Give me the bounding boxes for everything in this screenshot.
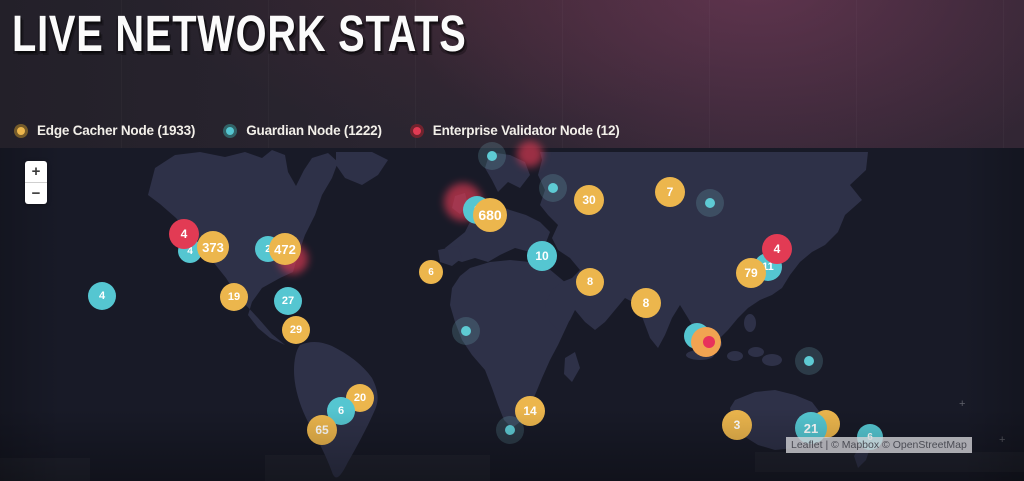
zoom-in-button[interactable]: +: [25, 161, 47, 183]
edge-cacher-cluster-marker[interactable]: 7: [655, 177, 685, 207]
guardian-node-marker[interactable]: [705, 198, 715, 208]
world-map[interactable]: 1680307443732472419272961088206651411794…: [0, 141, 1024, 481]
guardian-node-marker[interactable]: [487, 151, 497, 161]
map-zoom-control: + −: [25, 161, 47, 204]
edge-cacher-cluster-marker[interactable]: 30: [574, 185, 604, 215]
marker-layer: 1680307443732472419272961088206651411794…: [0, 141, 1024, 481]
edge-cacher-cluster-marker[interactable]: 29: [282, 316, 310, 344]
validator-cluster-marker[interactable]: 4: [762, 234, 792, 264]
validator-node-glow: [517, 141, 543, 167]
guardian-node-marker[interactable]: [505, 425, 515, 435]
attribution-separator: ©: [879, 439, 893, 451]
guardian-cluster-marker[interactable]: 4: [88, 282, 116, 310]
background-gridlines: [0, 0, 1024, 152]
validator-node-marker[interactable]: [703, 336, 715, 348]
map-legend: Edge Cacher Node (1933) Guardian Node (1…: [14, 123, 620, 138]
guardian-cluster-marker[interactable]: 10: [527, 241, 557, 271]
edge-cacher-cluster-marker[interactable]: 472: [269, 233, 301, 265]
leaflet-link[interactable]: Leaflet: [791, 439, 823, 451]
legend-item-guardian: Guardian Node (1222): [223, 123, 382, 138]
zoom-out-button[interactable]: −: [31, 185, 41, 202]
guardian-cluster-marker[interactable]: 27: [274, 287, 302, 315]
page-title: LIVE NETWORK STATS: [12, 5, 467, 62]
legend-item-edge-cacher: Edge Cacher Node (1933): [14, 123, 195, 138]
attribution-separator: | ©: [822, 439, 842, 451]
guardian-dot-icon: [223, 123, 238, 138]
edge-cacher-cluster-marker[interactable]: 19: [220, 283, 248, 311]
edge-cacher-cluster-marker[interactable]: 373: [197, 231, 229, 263]
guardian-node-marker[interactable]: [548, 183, 558, 193]
world-map-landmass: [148, 150, 870, 478]
edge-cacher-cluster-marker[interactable]: 6: [419, 260, 443, 284]
edge-cacher-cluster-marker[interactable]: 79: [736, 258, 766, 288]
edge-cacher-cluster-marker[interactable]: 14: [515, 396, 545, 426]
header-banner: LIVE NETWORK STATS: [0, 0, 1024, 152]
edge-cacher-cluster-marker[interactable]: 65: [307, 415, 337, 445]
mapbox-link[interactable]: Mapbox: [841, 439, 880, 451]
map-attribution: Leaflet | © Mapbox © OpenStreetMap: [786, 437, 972, 453]
legend-item-enterprise-validator: Enterprise Validator Node (12): [409, 123, 620, 138]
edge-cacher-dot-icon: [14, 123, 28, 138]
guardian-node-marker[interactable]: [461, 326, 471, 336]
edge-cacher-cluster-marker[interactable]: 8: [631, 288, 661, 318]
legend-label: Guardian Node (1222): [246, 123, 382, 138]
edge-cacher-cluster-marker[interactable]: 3: [722, 410, 752, 440]
guardian-node-marker[interactable]: [804, 356, 814, 366]
validator-cluster-marker[interactable]: 4: [169, 219, 199, 249]
legend-label: Edge Cacher Node (1933): [37, 123, 196, 138]
validator-dot-icon: [409, 123, 424, 138]
legend-label: Enterprise Validator Node (12): [432, 123, 620, 138]
edge-cacher-cluster-marker[interactable]: 680: [473, 198, 507, 232]
edge-cacher-cluster-marker[interactable]: 8: [576, 268, 604, 296]
openstreetmap-link[interactable]: OpenStreetMap: [892, 439, 967, 451]
